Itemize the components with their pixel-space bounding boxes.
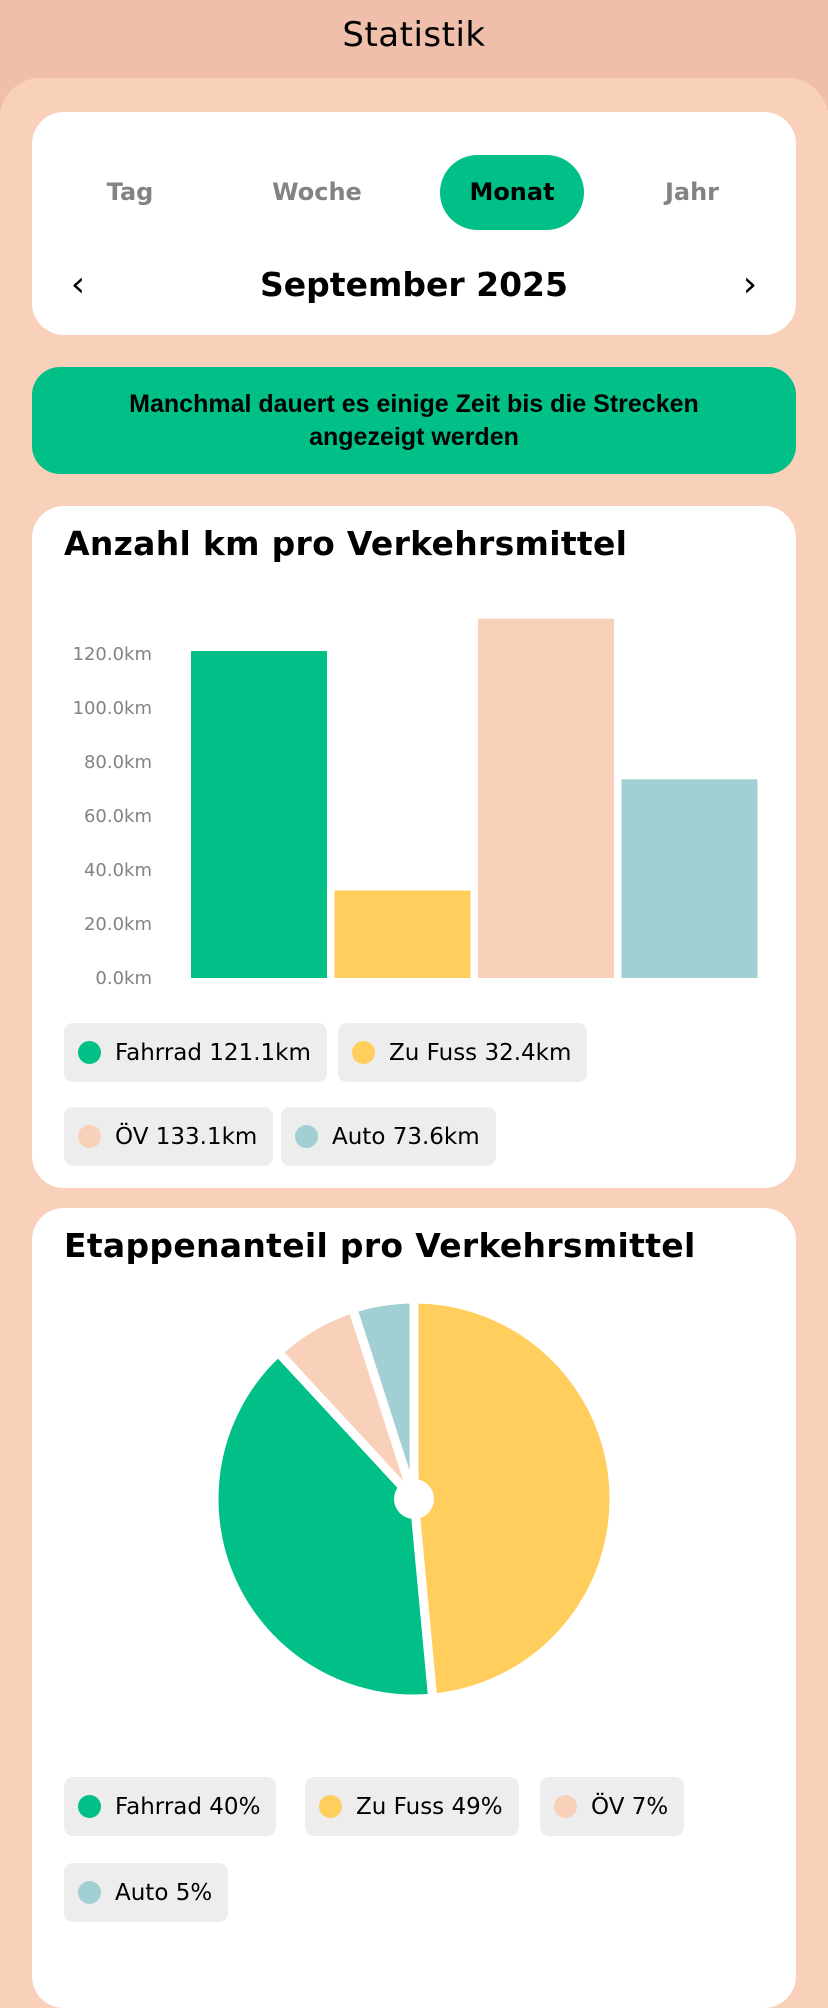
legend-item: Zu Fuss 49% <box>305 1777 519 1836</box>
y-tick-label: 0.0km <box>95 968 152 989</box>
legend-label: ÖV 133.1km <box>115 1123 258 1150</box>
period-card: Tag Woche Monat Jahr ‹ September 2025 › <box>32 112 796 335</box>
chevron-left-icon[interactable]: ‹ <box>70 264 86 305</box>
tab-woche[interactable]: Woche <box>272 178 362 206</box>
legend-item: Auto 73.6km <box>281 1107 496 1166</box>
bar-chart-card: Anzahl km pro Verkehrsmittel 0.0km 20.0km… <box>32 506 796 1188</box>
current-period: September 2025 <box>260 265 568 304</box>
bar-chart-title: Anzahl km pro Verkehrsmittel <box>64 524 628 563</box>
legend-item: Auto 5% <box>64 1863 229 1922</box>
slice-auto <box>348 1294 419 1504</box>
y-tick-label: 120.0km <box>73 644 153 665</box>
y-tick-label: 60.0km <box>84 806 152 827</box>
tab-monat[interactable]: Monat <box>440 155 584 230</box>
slice-fahrrad <box>209 1347 438 1704</box>
legend-dot <box>352 1041 375 1064</box>
page-title: Statistik <box>342 15 486 55</box>
legend-label: Zu Fuss 32.4km <box>389 1039 572 1066</box>
legend-label: Fahrrad 121.1km <box>115 1039 311 1066</box>
legend-dot <box>295 1125 318 1148</box>
period-tabs: Tag Woche Monat Jahr <box>32 155 796 230</box>
legend-item: Fahrrad 40% <box>64 1777 277 1836</box>
legend-item: ÖV 133.1km <box>64 1107 274 1166</box>
y-tick-label: 20.0km <box>84 914 152 935</box>
bar-auto <box>621 779 758 978</box>
y-tick-label: 40.0km <box>84 860 152 881</box>
legend-label: Auto 5% <box>115 1879 213 1906</box>
y-tick-label: 80.0km <box>84 752 152 773</box>
slice-zu-fuss <box>409 1294 619 1703</box>
info-banner: Manchmal dauert es einige Zeit bis die S… <box>32 367 796 474</box>
tab-tag[interactable]: Tag <box>106 178 154 206</box>
chevron-right-icon[interactable]: › <box>742 264 758 305</box>
bar-zu-fuss <box>334 890 471 978</box>
legend-dot <box>78 1125 101 1148</box>
pie-chart <box>209 1294 619 1704</box>
pie-chart-card: Etappenanteil pro Verkehrsmittel Fahrrad… <box>32 1208 796 2008</box>
bar-fahrrad <box>191 651 327 978</box>
y-tick-label: 100.0km <box>73 698 153 719</box>
legend-label: Auto 73.6km <box>332 1123 480 1150</box>
pie-center-hole <box>394 1479 434 1519</box>
legend-dot <box>78 1795 101 1818</box>
legend-item: Zu Fuss 32.4km <box>338 1023 588 1082</box>
legend-label: ÖV 7% <box>591 1793 669 1820</box>
legend-label: Zu Fuss 49% <box>356 1793 503 1820</box>
legend-dot <box>554 1795 577 1818</box>
bar-öv <box>478 618 614 978</box>
legend-item: Fahrrad 121.1km <box>64 1023 327 1082</box>
tab-jahr[interactable]: Jahr <box>664 178 720 206</box>
legend-dot <box>78 1881 101 1904</box>
pie-chart-title: Etappenanteil pro Verkehrsmittel <box>64 1226 696 1265</box>
info-banner-text: Manchmal dauert es einige Zeit bis die S… <box>129 389 699 451</box>
legend-dot <box>78 1041 101 1064</box>
legend-dot <box>319 1795 342 1818</box>
legend-item: ÖV 7% <box>540 1777 685 1836</box>
legend-label: Fahrrad 40% <box>115 1793 261 1820</box>
bar-chart: 0.0km 20.0km 40.0km 60.0km 80.0km 100.0km 120.… <box>73 618 758 989</box>
